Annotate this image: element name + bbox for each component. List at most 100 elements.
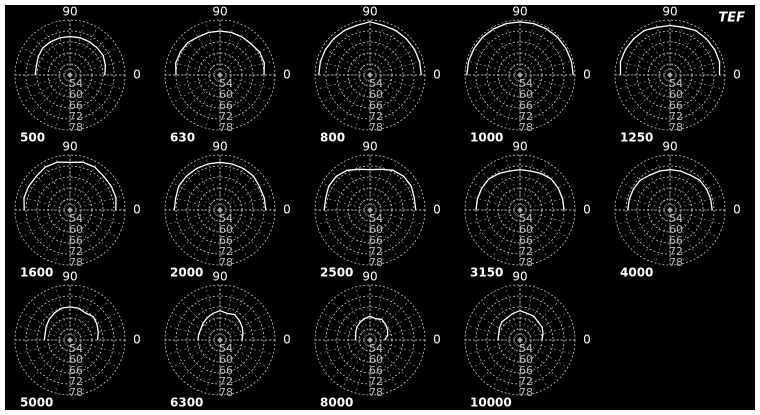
spoke [369, 339, 418, 368]
spoke [166, 209, 221, 225]
ring [314, 284, 426, 396]
spoke [330, 170, 371, 211]
response-curve [23, 161, 117, 211]
spoke [519, 286, 535, 341]
ring [486, 306, 554, 374]
spoke [519, 47, 568, 76]
spoke [16, 325, 71, 341]
ring [25, 295, 115, 385]
ring-label: 66 [369, 234, 383, 247]
spoke [519, 209, 568, 238]
spoke [69, 74, 118, 103]
ring-label: 78 [219, 121, 233, 134]
spoke [630, 35, 671, 76]
spoke [669, 162, 698, 211]
ring [347, 187, 393, 233]
ring-label: 78 [219, 386, 233, 399]
ring [636, 176, 704, 244]
angle-label: 0 [433, 333, 441, 347]
ring [186, 306, 254, 374]
ring [358, 328, 382, 352]
ring [464, 284, 576, 396]
spoke [192, 209, 221, 258]
spoke [69, 325, 124, 341]
spoke [622, 182, 671, 211]
ring-label: 54 [519, 212, 533, 225]
spoke [55, 21, 71, 76]
spoke [342, 209, 371, 258]
spoke [655, 21, 671, 76]
ring [636, 41, 704, 109]
ring [186, 176, 254, 244]
spoke [69, 21, 85, 76]
ring-label: 72 [669, 110, 683, 123]
spoke [480, 339, 521, 380]
ring-label: 66 [669, 99, 683, 112]
angle-label: 90 [212, 140, 227, 154]
ring-label: 66 [219, 234, 233, 247]
spoke [69, 60, 124, 76]
spoke [519, 339, 568, 368]
spoke [322, 339, 371, 368]
spoke [369, 74, 398, 123]
spoke [616, 209, 671, 225]
spoke [480, 300, 521, 341]
spoke [192, 292, 221, 341]
spoke [466, 325, 521, 341]
ring [625, 165, 715, 255]
spoke [519, 325, 574, 341]
ring-label: 54 [519, 342, 533, 355]
ring-label: 66 [219, 364, 233, 377]
spoke [669, 170, 710, 211]
ring [508, 198, 532, 222]
ring-label: 60 [669, 88, 683, 101]
angle-label: 90 [212, 5, 227, 19]
ring-label: 54 [219, 77, 233, 90]
ring [58, 328, 82, 352]
spoke [180, 209, 221, 250]
spoke [219, 156, 235, 211]
ring-label: 72 [219, 245, 233, 258]
spoke [330, 35, 371, 76]
spoke [322, 209, 371, 238]
spoke [69, 162, 98, 211]
spoke [369, 209, 418, 238]
ring-label: 54 [369, 77, 383, 90]
spoke [519, 74, 574, 90]
spoke [69, 339, 98, 388]
spoke [472, 339, 521, 368]
ring-label: 60 [369, 88, 383, 101]
spoke [519, 339, 560, 380]
spoke [69, 182, 118, 211]
spoke [69, 339, 118, 368]
ring-label: 60 [219, 353, 233, 366]
ring-label: 66 [369, 99, 383, 112]
response-curve [197, 310, 244, 341]
spoke [519, 74, 560, 115]
spoke [355, 74, 371, 129]
spoke [30, 35, 71, 76]
spoke [519, 74, 568, 103]
spoke [472, 312, 521, 341]
angle-label: 0 [583, 68, 591, 82]
spoke [616, 74, 671, 90]
frequency-label: 10000 [470, 396, 512, 410]
ring-label: 72 [519, 110, 533, 123]
spoke [342, 27, 371, 76]
spoke [219, 209, 235, 264]
ring-label: 60 [669, 223, 683, 236]
spoke [466, 339, 521, 355]
ring-label: 72 [519, 375, 533, 388]
ring-label: 54 [219, 212, 233, 225]
angle-label: 0 [283, 203, 291, 217]
frequency-label: 800 [320, 131, 345, 145]
spoke [480, 74, 521, 115]
spoke [322, 47, 371, 76]
spoke [519, 182, 568, 211]
spoke [642, 209, 671, 258]
spoke [669, 209, 724, 225]
spoke [69, 35, 110, 76]
spoke [669, 47, 718, 76]
spoke [630, 170, 671, 211]
spoke [519, 60, 574, 76]
